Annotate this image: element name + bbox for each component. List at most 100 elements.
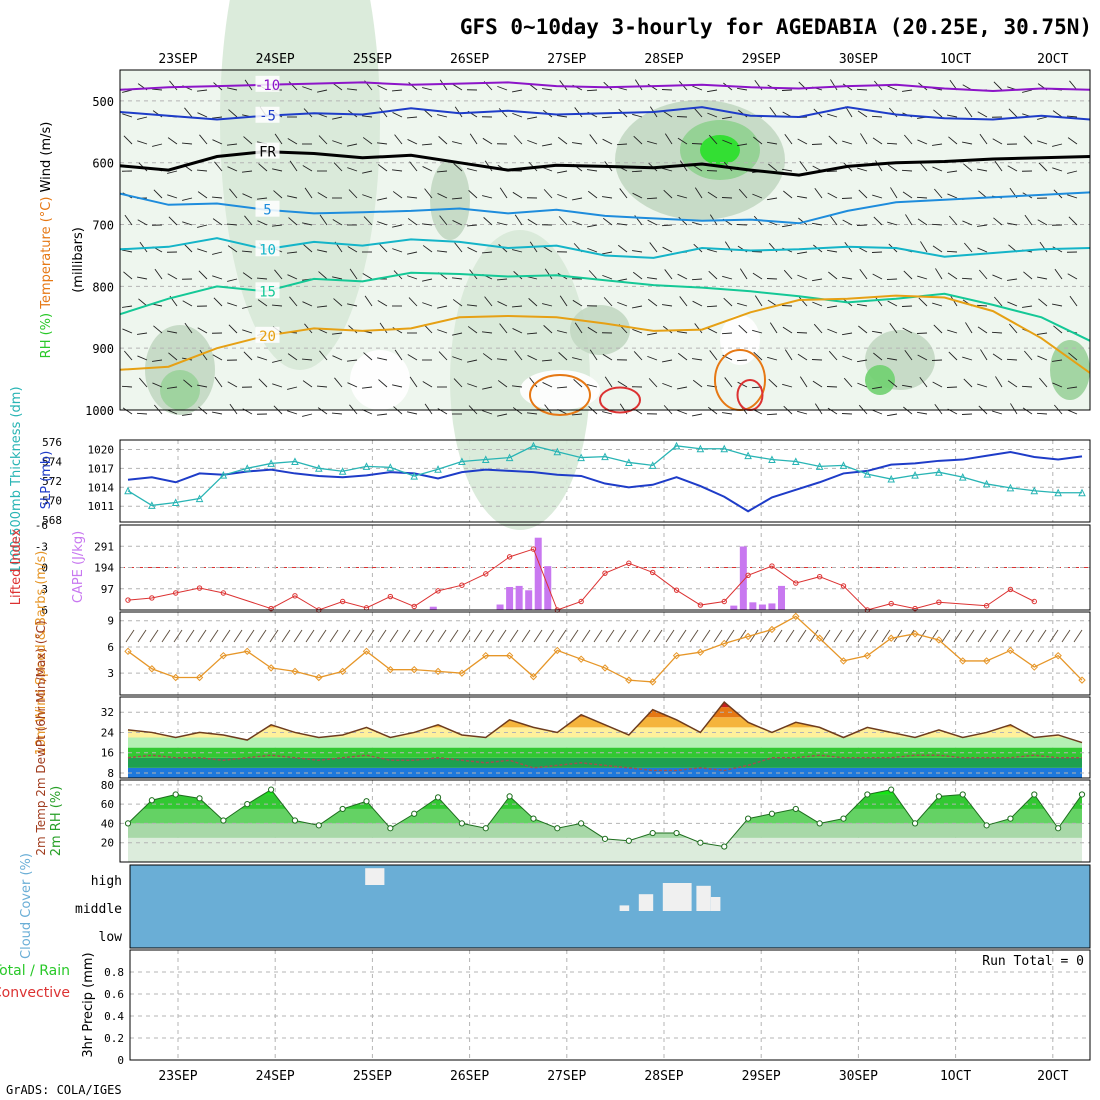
wind-barb xyxy=(451,277,463,280)
wind-barb xyxy=(183,379,193,388)
wind-barb xyxy=(979,133,988,145)
wind-barb xyxy=(783,190,793,199)
precip-panel-frame xyxy=(129,949,1091,1061)
thickness-point xyxy=(529,441,538,450)
surface-wind-barb xyxy=(569,629,579,643)
thickness-point xyxy=(815,462,824,470)
wind-barb xyxy=(362,194,373,199)
wind-barb xyxy=(707,191,718,199)
wind-barb xyxy=(169,80,178,91)
wind-barb xyxy=(874,296,883,307)
wind-barb xyxy=(752,193,763,199)
wind-barb xyxy=(706,305,718,308)
wind-speed-point xyxy=(171,673,180,682)
wind-barb xyxy=(677,352,688,361)
wind-barb xyxy=(287,410,298,415)
isotherm-label: -10 xyxy=(255,78,280,94)
wind-barb xyxy=(904,350,913,361)
isotherm-label-bg xyxy=(255,200,280,217)
isotherm-label: 5 xyxy=(263,203,271,219)
precip-tick-label: 0.8 xyxy=(104,966,124,979)
wind-barb xyxy=(1006,358,1018,361)
wind-speed-line xyxy=(127,615,1083,683)
wind-barb xyxy=(631,250,643,253)
wind-barb xyxy=(646,277,658,280)
wind-barb xyxy=(439,215,448,226)
wind-barb xyxy=(287,386,298,390)
wind-speed-point xyxy=(410,665,418,674)
rh-ylabel: 2m RH (%) xyxy=(49,786,64,857)
wind-barb xyxy=(196,89,208,92)
wind-barb xyxy=(288,217,298,226)
wind-barb xyxy=(422,245,433,253)
pressure-tick-label: 500 xyxy=(92,95,114,109)
wind-speed-point xyxy=(577,655,585,663)
rh-point xyxy=(458,820,465,827)
wind-barb xyxy=(886,142,898,145)
wind-barb xyxy=(1051,359,1063,362)
slp-tick-label: 1017 xyxy=(88,462,115,475)
wind-barb xyxy=(496,278,508,281)
rh-point xyxy=(554,825,561,832)
wind-barb xyxy=(933,109,943,118)
wind-barb xyxy=(333,162,343,172)
wind-barb xyxy=(482,386,493,390)
wind-barb xyxy=(452,332,463,336)
wind-barb xyxy=(948,136,958,145)
wind-barb xyxy=(452,220,463,226)
wind-barb xyxy=(484,296,493,307)
lifted-index-tick-label: -3 xyxy=(35,540,48,553)
wind-barb xyxy=(514,214,523,226)
wind-barb xyxy=(526,332,538,335)
wind-barb xyxy=(814,403,823,415)
surface-wind-barb xyxy=(725,629,735,643)
wind-barb xyxy=(453,378,463,388)
top-date-label: 24SEP xyxy=(256,52,295,67)
wind-barb xyxy=(257,356,268,361)
temp-band xyxy=(128,747,1082,758)
lifted-index-point xyxy=(530,546,537,552)
lifted-index-point xyxy=(721,598,727,605)
temp-panel-frame xyxy=(119,696,1091,779)
wind-barb xyxy=(736,143,748,147)
temp-band xyxy=(128,757,1082,768)
wind-tick-label: 3 xyxy=(107,667,114,680)
wind-barb xyxy=(378,379,388,388)
wind-barb xyxy=(512,249,523,253)
wind-barb xyxy=(571,413,583,416)
wind-barb xyxy=(422,87,433,91)
wind-barb xyxy=(348,325,358,334)
wind-barb xyxy=(512,407,523,415)
thickness-point xyxy=(458,457,466,465)
wind-barb xyxy=(692,300,703,307)
wind-barb xyxy=(304,187,313,199)
wind-barb xyxy=(902,191,913,199)
wind-barb xyxy=(408,297,418,307)
wind-barb xyxy=(467,359,478,363)
surface-wind-barb xyxy=(665,629,675,643)
wind-barb xyxy=(736,359,748,362)
rh-shading xyxy=(160,370,200,410)
wind-barb xyxy=(589,349,598,361)
wind-barb xyxy=(407,139,418,145)
wind-speed-point xyxy=(267,664,275,672)
wind-barb xyxy=(482,137,493,145)
wind-barb xyxy=(856,88,868,91)
wind-barb xyxy=(871,386,883,390)
wind-barb xyxy=(183,243,193,253)
wind-barb xyxy=(451,197,463,200)
wind-barb xyxy=(542,303,553,307)
rh-point xyxy=(411,810,418,817)
wind-speed-point xyxy=(887,634,895,642)
wind-barb xyxy=(274,133,283,145)
surface-wind-barb xyxy=(617,629,627,643)
rh-point xyxy=(673,829,680,837)
wind-barb xyxy=(541,359,553,362)
wind-barb xyxy=(286,251,298,254)
wind-speed-point xyxy=(195,673,204,682)
temp-band xyxy=(128,717,1082,728)
surface-wind-barb xyxy=(953,629,963,643)
wind-barb xyxy=(948,215,958,226)
cape-bar xyxy=(544,566,552,610)
